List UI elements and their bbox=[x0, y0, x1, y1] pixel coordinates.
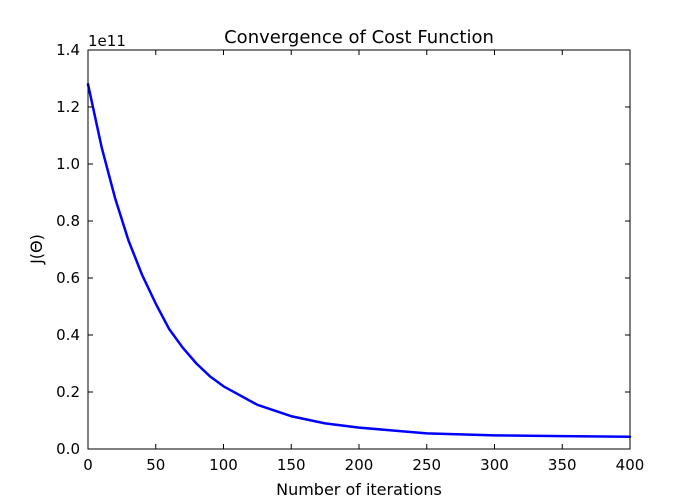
x-tick-label-4: 200 bbox=[345, 456, 374, 474]
x-tick-label-2: 100 bbox=[209, 456, 238, 474]
y-tick-label-2: 0.4 bbox=[56, 326, 80, 344]
y-tick-label-3: 0.6 bbox=[56, 269, 80, 287]
axes-frame bbox=[87, 49, 631, 450]
y-tick-label-5: 1.0 bbox=[56, 155, 80, 173]
y-tick-label-7: 1.4 bbox=[56, 41, 80, 59]
x-tick-label-6: 300 bbox=[480, 456, 509, 474]
y-axis-offset-text: 1e11 bbox=[88, 32, 126, 50]
y-tick-label-6: 1.2 bbox=[56, 98, 80, 116]
y-tick-label-4: 0.8 bbox=[56, 212, 80, 230]
x-tick-label-0: 0 bbox=[83, 456, 93, 474]
plot-area: 0 50 100 150 200 250 300 350 400 0.0 0.2 0.4 0.6 0.8 1… bbox=[56, 41, 644, 474]
y-tick-label-0: 0.0 bbox=[56, 440, 80, 458]
chart-title: Convergence of Cost Function bbox=[224, 27, 494, 48]
y-axis-label: J(Θ) bbox=[27, 234, 46, 265]
series-line-0 bbox=[86, 82, 632, 438]
x-tick-label-1: 50 bbox=[146, 456, 165, 474]
x-tick-label-8: 400 bbox=[616, 456, 645, 474]
x-axis-label: Number of iterations bbox=[276, 480, 442, 499]
x-tick-label-3: 150 bbox=[277, 456, 306, 474]
x-tick-label-7: 350 bbox=[548, 456, 577, 474]
x-tick-label-5: 250 bbox=[412, 456, 441, 474]
y-tick-label-1: 0.2 bbox=[56, 383, 80, 401]
